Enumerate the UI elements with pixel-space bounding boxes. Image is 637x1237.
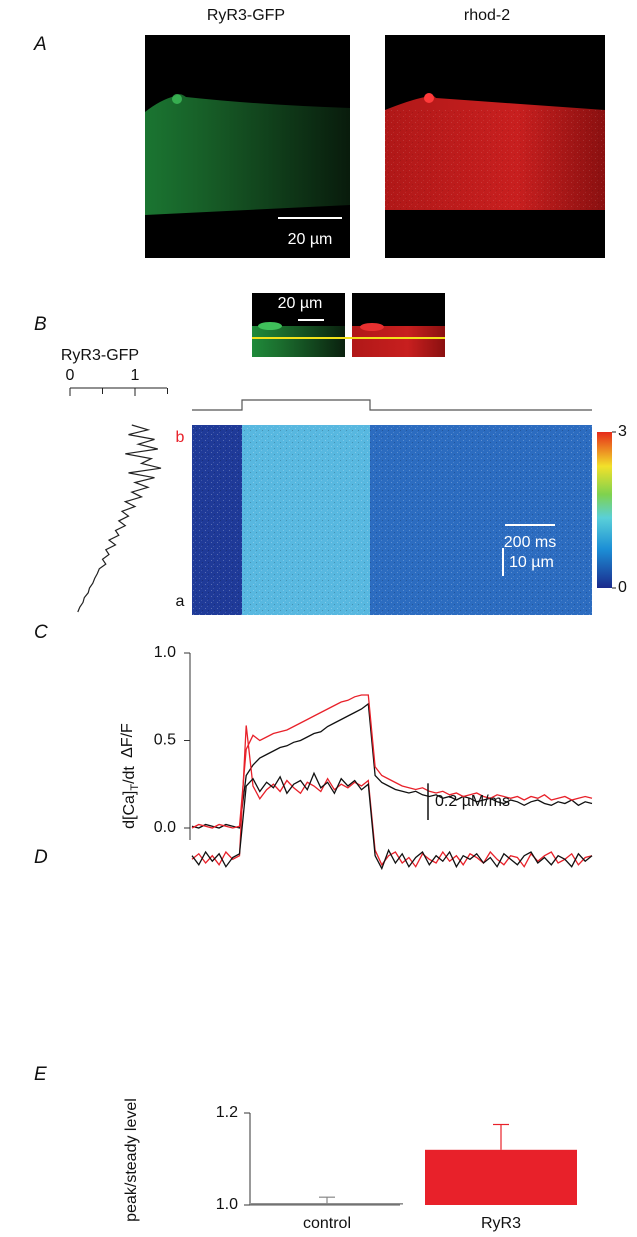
y-axis-label-part: /dt [121,766,138,784]
panel-label: B [34,314,47,335]
colorbar-tick-label: 0 [618,579,627,596]
scale-bar-label: 20 µm [288,231,333,248]
image-title: rhod-2 [464,7,510,24]
x-tick-label: 0 [66,367,75,384]
panel-label: C [34,622,48,643]
stimulus-trace [192,399,592,411]
linescan-image [192,425,592,615]
scale-bar-label: 10 µm [509,554,554,571]
line-end-label: b [176,429,185,446]
profile-line [77,424,162,613]
red-image [385,35,605,258]
trace [191,771,593,871]
scale-bar-label: 20 µm [278,295,323,312]
colorbar-tick-label: 3 [618,423,627,440]
y-tick-label: 1.2 [216,1104,238,1121]
y-axis-label: ΔF/F [119,723,136,758]
x-tick-label: RyR3 [481,1215,521,1232]
panel-label: D [34,847,48,868]
trace [191,694,593,829]
scale-bar-label: 0.2 µM/ms [435,793,510,810]
y-axis-label: peak/steady level [123,1098,140,1222]
panel-label: A [33,34,47,55]
y-tick-label: 0.5 [154,732,176,749]
small-images [252,293,445,357]
y-axis-label: d[Ca]T/dt [121,766,141,829]
x-tick-label: 1 [131,367,140,384]
scale-bar-label: 200 ms [504,534,556,551]
line-end-label: a [176,593,185,610]
image-title: RyR3-GFP [207,7,285,24]
y-axis-label-part: d[Ca] [121,791,138,829]
x-tick-label: control [303,1215,351,1232]
colorbar [597,432,612,588]
y-tick-label: 1.0 [216,1196,238,1213]
y-tick-label: 0.0 [154,819,176,836]
y-axis-label-part: T [129,784,141,791]
trace [191,702,593,829]
panel-label: E [34,1064,47,1085]
profile-title: RyR3-GFP [61,347,139,364]
trace [191,725,593,868]
green-image [145,35,350,258]
bar [425,1149,577,1205]
y-tick-label: 1.0 [154,644,176,661]
